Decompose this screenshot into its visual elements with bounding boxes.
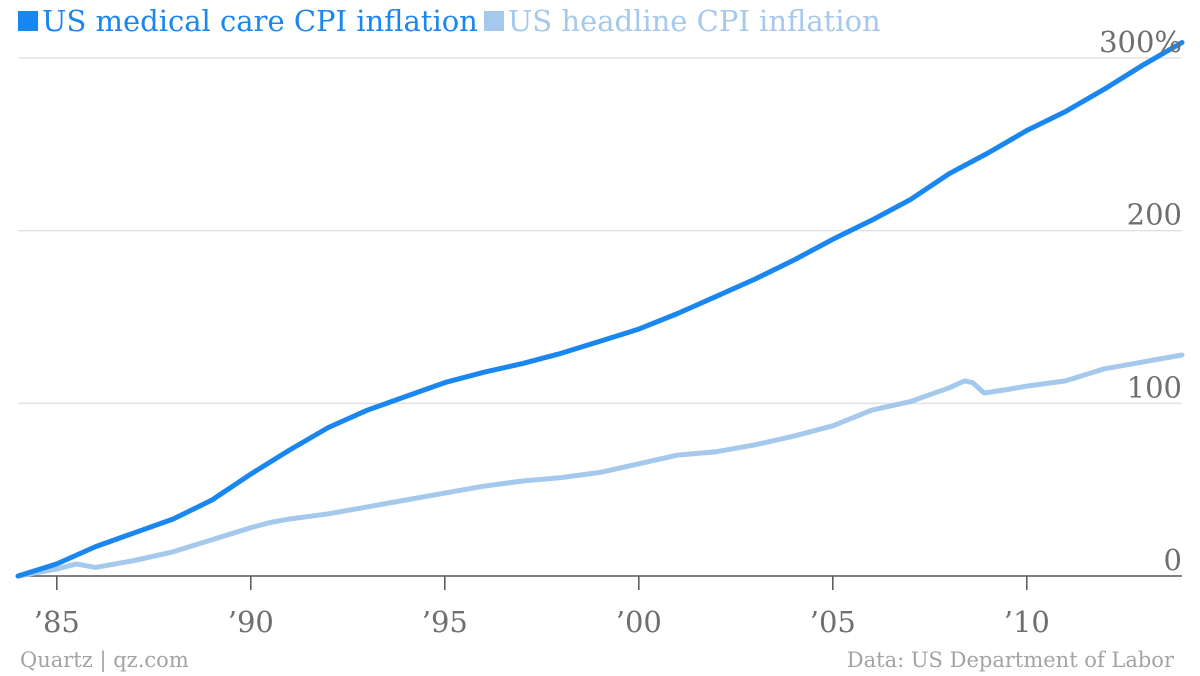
- x-tick-label-2000: ’00: [616, 605, 662, 639]
- legend-swatch-medical: [18, 11, 38, 31]
- y-tick-label-100: 100: [1127, 370, 1182, 404]
- x-tick-label-1985: ’85: [34, 605, 80, 639]
- legend-swatch-headline: [483, 11, 504, 31]
- legend-item-medical: US medical care CPI inflation: [18, 4, 478, 38]
- legend-label-medical: US medical care CPI inflation: [42, 4, 478, 38]
- x-tick-label-1990: ’90: [228, 605, 274, 639]
- x-axis: ’85 ’90 ’95 ’00 ’05 ’10: [18, 575, 1182, 639]
- gridlines: [18, 57, 1182, 405]
- y-tick-label-300: 300%: [1099, 25, 1182, 59]
- y-tick-label-0: 0: [1164, 543, 1182, 577]
- series-lines: [15, 40, 1185, 579]
- x-tick-label-2010: ’10: [1004, 605, 1050, 639]
- series-line-medical-care: [15, 40, 1185, 579]
- footer-credit: Quartz | qz.com: [20, 648, 189, 672]
- legend: US medical care CPI inflation US headlin…: [18, 4, 887, 38]
- legend-item-headline: US headline CPI inflation: [483, 4, 881, 38]
- footer-source: Data: US Department of Labor: [846, 648, 1174, 672]
- y-tick-label-200: 200: [1127, 198, 1182, 232]
- y-axis-labels: 0 100 200 300%: [1099, 25, 1182, 577]
- x-tick-label-1995: ’95: [422, 605, 468, 639]
- x-tick-label-2005: ’05: [810, 605, 856, 639]
- legend-label-headline: US headline CPI inflation: [507, 4, 881, 38]
- series-line-headline: [15, 352, 1185, 579]
